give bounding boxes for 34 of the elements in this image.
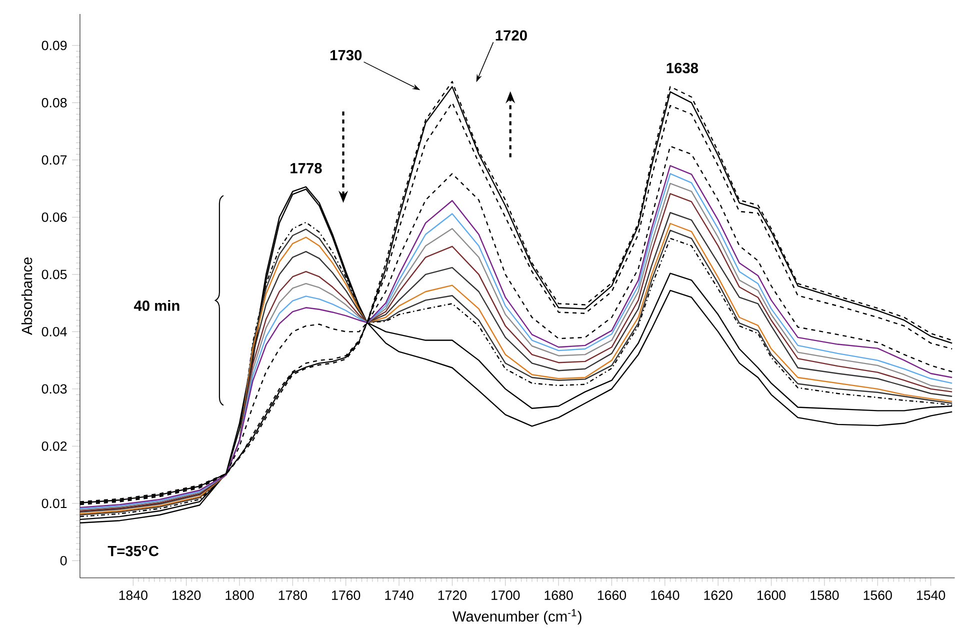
- annotation: 1720: [496, 30, 527, 41]
- annotation: 40 min: [134, 300, 180, 311]
- x-tick-label: 1780: [278, 590, 307, 600]
- x-tick-label: 1720: [438, 590, 467, 600]
- x-tick-label: 1840: [119, 590, 148, 600]
- y-tick-label: 0.06: [42, 212, 67, 222]
- x-tick-label: 1700: [492, 590, 520, 600]
- x-tick-label: 1640: [651, 590, 680, 600]
- x-tick-label: 1540: [917, 590, 946, 600]
- annotation: 1778: [290, 163, 322, 174]
- y-tick-label: 0.07: [42, 155, 67, 165]
- x-tick-label: 1740: [385, 590, 414, 600]
- annotation: T=35$^{o}$C: [108, 545, 159, 556]
- x-tick-label: 1580: [810, 590, 839, 600]
- x-tick-label: 1680: [544, 590, 573, 600]
- x-tick-label: 1760: [332, 590, 360, 600]
- y-tick-label: 0.09: [42, 40, 67, 50]
- x-axis-title: Wavenumber (cm$^{-1}$): [452, 609, 582, 625]
- y-tick-label: 0.08: [42, 98, 67, 108]
- x-tick-label: 1600: [757, 590, 786, 600]
- x-tick-label: 1620: [704, 590, 732, 600]
- y-tick-label: 0.04: [42, 326, 67, 336]
- x-tick-label: 1800: [226, 590, 254, 600]
- x-tick-label: 1820: [172, 590, 201, 600]
- y-tick-label: 0: [60, 556, 67, 566]
- annotation: 1638: [666, 62, 698, 74]
- x-tick-label: 1660: [598, 590, 626, 600]
- annotation: 1730: [330, 50, 362, 60]
- y-tick-label: 0.03: [42, 384, 67, 394]
- y-axis-title: Absorbance: [21, 257, 32, 336]
- y-tick-label: 0.02: [42, 441, 67, 451]
- y-tick-label: 0.01: [42, 498, 67, 508]
- y-tick-label: 0.05: [42, 270, 67, 280]
- x-tick-label: 1560: [864, 590, 892, 600]
